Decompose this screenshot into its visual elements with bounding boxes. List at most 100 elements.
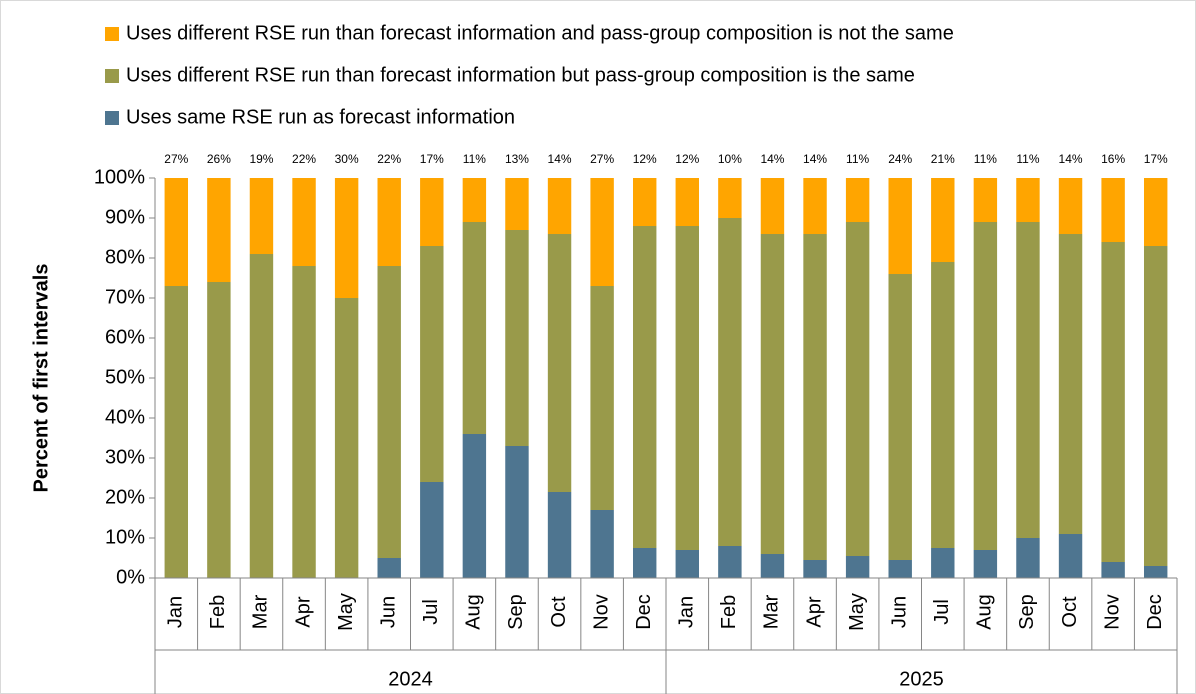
bar-segment — [632, 226, 657, 548]
bar-segment — [505, 230, 529, 446]
bar-segment — [973, 550, 998, 578]
bar-segment — [249, 254, 274, 578]
bar-segment — [888, 560, 912, 578]
x-tick-label: Apr — [803, 596, 825, 627]
x-tick-label: May — [335, 593, 357, 631]
bar-segment — [760, 554, 785, 578]
value-label: 17% — [420, 152, 444, 166]
x-tick-label: Jun — [888, 596, 910, 628]
x-tick-label: Jul — [931, 599, 953, 625]
value-label: 13% — [505, 152, 529, 166]
y-tick-label: 60% — [105, 326, 145, 348]
x-tick-label: Nov — [1101, 594, 1123, 630]
x-tick-label: Dec — [1144, 594, 1166, 630]
y-axis-title: Percent of first intervals — [30, 264, 52, 493]
value-label: 11% — [974, 152, 997, 166]
group-label: 2025 — [899, 668, 944, 690]
bar-segment — [292, 178, 316, 266]
bar-segment — [377, 266, 401, 558]
bar-segment — [420, 246, 444, 482]
value-label: 11% — [463, 152, 486, 166]
bar-segment — [1101, 562, 1125, 578]
bar-segment — [547, 178, 572, 234]
bar-segment — [164, 178, 189, 286]
bar-segment — [1058, 534, 1083, 578]
x-tick-label: Nov — [590, 594, 612, 630]
y-tick-label: 90% — [105, 206, 145, 228]
x-tick-label: Mar — [250, 594, 272, 629]
y-tick-label: 50% — [105, 366, 145, 388]
bar-segment — [973, 178, 998, 222]
bar-segment — [931, 178, 955, 262]
bar-segment — [1016, 178, 1040, 222]
bar-segment — [292, 266, 316, 578]
x-tick-label: Oct — [1059, 596, 1081, 628]
bar-segment — [845, 556, 870, 578]
bar-segment — [1143, 566, 1168, 578]
y-tick-label: 100% — [94, 166, 145, 188]
value-label: 27% — [590, 152, 614, 166]
y-tick-label: 40% — [105, 406, 145, 428]
value-label: 14% — [803, 152, 827, 166]
bar-segment — [547, 234, 572, 492]
bar-segment — [590, 510, 614, 578]
bar-segment — [675, 178, 700, 226]
bar-segment — [207, 178, 231, 282]
x-tick-label: Aug — [463, 594, 485, 630]
bar-segment — [675, 226, 700, 550]
bar-segment — [505, 446, 529, 578]
value-label: 14% — [548, 152, 572, 166]
bar-segment — [845, 222, 870, 556]
value-label: 22% — [292, 152, 316, 166]
group-label: 2024 — [388, 668, 433, 690]
bar-segment — [590, 178, 614, 286]
bar-segment — [1016, 222, 1040, 538]
bar-segment — [334, 298, 359, 578]
y-tick-label: 30% — [105, 446, 145, 468]
value-label: 26% — [207, 152, 231, 166]
value-label: 10% — [718, 152, 742, 166]
bar-segment — [1143, 178, 1168, 246]
y-tick-label: 20% — [105, 486, 145, 508]
y-tick-label: 10% — [105, 526, 145, 548]
bar-segment — [845, 178, 870, 222]
bar-segment — [334, 178, 359, 298]
value-label: 19% — [249, 152, 273, 166]
value-label: 24% — [888, 152, 912, 166]
bar-segment — [632, 548, 657, 578]
y-tick-label: 0% — [116, 566, 145, 588]
bar-segment — [973, 222, 998, 550]
bar-segment — [718, 178, 742, 218]
y-tick-label: 70% — [105, 286, 145, 308]
bar-segment — [931, 262, 955, 548]
bar-segment — [803, 178, 827, 234]
x-tick-label: Oct — [548, 596, 570, 628]
bar-segment — [1101, 178, 1125, 242]
bar-segment — [760, 178, 785, 234]
x-tick-label: Jan — [165, 596, 187, 628]
legend-label: Uses different RSE run than forecast inf… — [126, 64, 915, 86]
value-label: 11% — [846, 152, 869, 166]
legend-label: Uses same RSE run as forecast informatio… — [126, 106, 515, 128]
value-label: 12% — [675, 152, 699, 166]
legend-label: Uses different RSE run than forecast inf… — [126, 22, 954, 44]
x-tick-label: Jun — [377, 596, 399, 628]
bar-segment — [888, 274, 912, 560]
x-tick-label: Dec — [633, 594, 655, 630]
bar-segment — [547, 492, 572, 578]
bar-segment — [462, 434, 487, 578]
y-tick-label: 80% — [105, 246, 145, 268]
value-label: 17% — [1144, 152, 1168, 166]
bar-segment — [1016, 538, 1040, 578]
bar-segment — [249, 178, 274, 254]
bar-segment — [420, 178, 444, 246]
value-label: 14% — [1059, 152, 1083, 166]
bar-segment — [377, 178, 401, 266]
bar-segment — [505, 178, 529, 230]
x-tick-label: Sep — [505, 594, 527, 630]
bar-segment — [931, 548, 955, 578]
bar-segment — [462, 222, 487, 434]
bar-segment — [377, 558, 401, 578]
value-label: 30% — [335, 152, 359, 166]
